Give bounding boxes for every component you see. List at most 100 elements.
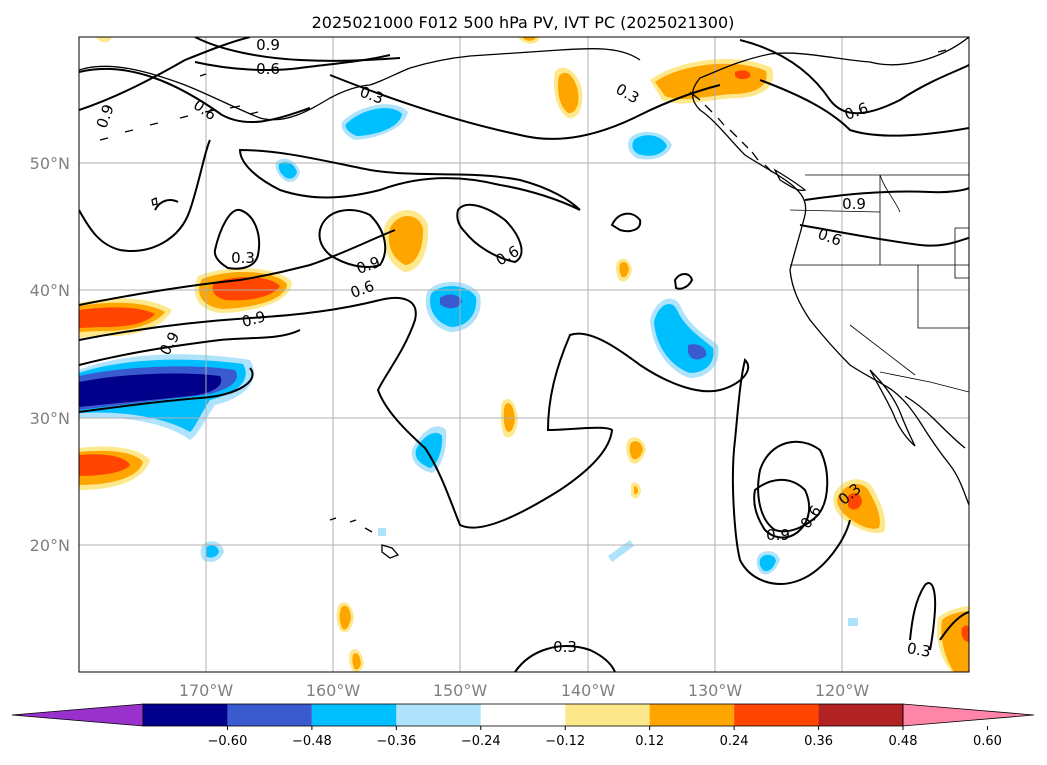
figure-title: 2025021000 F012 500 hPa PV, IVT PC (2025… — [312, 13, 735, 32]
lat-label: 50°N — [30, 154, 70, 173]
contour-label: 0.6 — [256, 60, 280, 78]
state-border-4 — [917, 265, 969, 329]
contour-label: 0.3 — [553, 638, 577, 656]
colorbar-extend-min — [11, 703, 144, 727]
state-border-2 — [789, 209, 881, 213]
pos-patch-56n-weak — [558, 72, 579, 114]
us-mexico-border — [879, 371, 969, 393]
neg-patch-39n-mid — [440, 294, 462, 309]
pos-patch-57n-mid — [735, 70, 751, 80]
contour-lines — [79, 37, 969, 672]
neg-patch-18n-weak — [759, 554, 776, 572]
pos-patch-59n-faint — [96, 37, 112, 43]
contour-0.6-loop-south — [753, 478, 811, 539]
pos-patch-40n-small-weak — [619, 262, 629, 278]
political-borders — [789, 174, 969, 393]
contour-label: 0.9 — [256, 36, 280, 54]
contour-0.6-north — [79, 67, 311, 123]
contour-0.3-south — [514, 645, 616, 672]
neg-patch-48n-weak — [278, 161, 297, 179]
contour-small-1 — [610, 212, 642, 233]
neg-patch-35n-mid — [688, 344, 707, 360]
state-border-6 — [954, 227, 969, 279]
contour-0.9-north — [79, 37, 251, 111]
gridlines — [79, 37, 969, 672]
contour-0.6-loop — [318, 209, 387, 268]
colorbar-segment — [734, 704, 819, 726]
contour-0.3-west — [79, 139, 211, 252]
colorbar-segment — [480, 704, 566, 726]
contour-0.9-band — [79, 229, 396, 306]
contour-0.9-loop-south — [757, 440, 829, 533]
contour-0.3-north — [329, 74, 721, 140]
contour-0.9-mid — [213, 208, 260, 270]
contour-0.9-top — [194, 37, 401, 62]
neg-patch-west-strong — [79, 373, 222, 407]
neg-patch-21n-small — [378, 528, 386, 536]
colorbar-segment — [396, 704, 481, 726]
colorbar-tick-label: −0.48 — [292, 734, 332, 749]
contour-0.6-ridge — [739, 39, 969, 115]
contour-0.9-east — [804, 187, 969, 201]
colorbar-tick-label: 0.36 — [804, 734, 833, 749]
lon-label: 160°W — [306, 681, 361, 700]
lon-label: 150°W — [433, 681, 488, 700]
pos-patch-24n-weak — [634, 486, 638, 495]
pos-patch-15n-weak — [339, 605, 351, 630]
aleutians — [99, 105, 259, 141]
coastlines — [79, 37, 969, 559]
contour-0.6-east — [799, 224, 969, 247]
pos-patch-59n-2-weak — [522, 37, 536, 41]
colorbar-tick-label: −0.36 — [376, 734, 416, 749]
contour-0.3-se-2 — [939, 611, 969, 641]
neg-patch-13n-small — [848, 618, 858, 626]
shading-layer — [79, 37, 969, 672]
pos-patch-27n-weak — [629, 441, 643, 460]
contour-small-2 — [673, 273, 694, 290]
contour-0.9-band-2 — [79, 329, 301, 366]
pos-patch-26n-mid — [79, 454, 130, 476]
colorbar-tick-label: 0.60 — [973, 734, 1002, 749]
colorbar-segment — [311, 704, 397, 726]
latitude-labels: 50°N 40°N 30°N 20°N — [30, 154, 70, 555]
contour-0.6-top — [194, 54, 391, 71]
neg-patch-27n-weak — [415, 432, 443, 468]
pos-patch-12n-east-weak — [941, 611, 969, 672]
map-background — [79, 37, 969, 672]
colorbar-tick-label: −0.24 — [461, 734, 501, 749]
contour-label: 0.9 — [240, 307, 268, 331]
pos-patch-40n-mid — [212, 277, 280, 301]
north-america-coast — [691, 37, 969, 506]
alaska-coast — [79, 47, 641, 121]
small-island-1 — [151, 197, 158, 206]
colorbar-extend-max — [902, 703, 1035, 727]
colorbar-segment — [818, 704, 903, 726]
pos-patch-12n-weak — [352, 653, 361, 670]
colorbar-segment — [227, 704, 312, 726]
contour-label: 0.9 — [842, 195, 866, 213]
lat-label: 40°N — [30, 281, 70, 300]
colorbar-tick-label: 0.48 — [889, 734, 918, 749]
small-island-2 — [199, 73, 207, 77]
colorbar-segment — [143, 704, 228, 726]
baja-coast — [869, 369, 916, 447]
colorbar-tick-label: 0.24 — [720, 734, 749, 749]
lat-label: 30°N — [30, 409, 70, 428]
colorbar-outline — [142, 703, 904, 727]
contour-0.3-mid — [238, 148, 581, 211]
longitude-labels: 170°W 160°W 150°W 140°W 130°W 120°W — [179, 681, 870, 700]
small-island-3 — [937, 49, 947, 53]
colorbar-segment — [565, 704, 650, 726]
contour-0.9-south — [79, 367, 254, 413]
lon-label: 120°W — [815, 681, 870, 700]
contour-0.3-se — [909, 582, 937, 651]
state-border-7 — [879, 174, 901, 213]
pos-patch-42n-weak — [388, 216, 424, 265]
neg-patch-55n-weak — [345, 108, 402, 136]
colorbar-tick-label: −0.12 — [545, 734, 585, 749]
colorbar-tick-label: −0.60 — [208, 734, 248, 749]
colorbar-segment — [649, 704, 735, 726]
pos-patch-22n-mid — [848, 493, 862, 510]
gulf-coast — [904, 395, 966, 449]
